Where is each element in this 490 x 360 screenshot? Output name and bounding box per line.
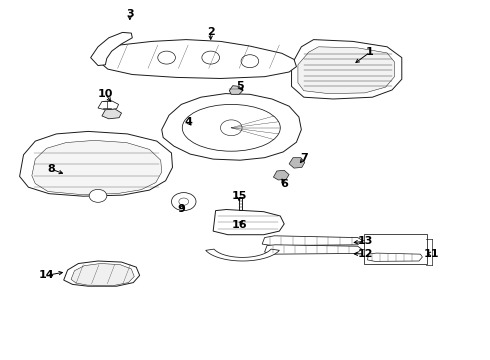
Text: 6: 6 (280, 179, 288, 189)
Polygon shape (298, 47, 394, 94)
Polygon shape (265, 245, 362, 254)
Polygon shape (98, 101, 119, 110)
Polygon shape (229, 86, 243, 94)
Polygon shape (102, 40, 296, 78)
Polygon shape (32, 140, 162, 194)
Text: 12: 12 (357, 249, 373, 259)
Polygon shape (162, 94, 301, 160)
Text: 8: 8 (48, 164, 55, 174)
Text: 7: 7 (300, 153, 308, 163)
Text: 11: 11 (423, 249, 439, 259)
Polygon shape (289, 158, 305, 168)
Text: 16: 16 (231, 220, 247, 230)
Polygon shape (292, 40, 402, 99)
Text: 2: 2 (207, 27, 215, 37)
Text: 1: 1 (366, 47, 374, 57)
Polygon shape (71, 264, 134, 285)
Bar (364, 234, 427, 264)
Polygon shape (20, 131, 172, 196)
Text: 4: 4 (185, 117, 193, 127)
Polygon shape (368, 253, 422, 261)
Text: 3: 3 (126, 9, 134, 19)
Text: 13: 13 (357, 236, 373, 246)
Circle shape (172, 193, 196, 211)
Text: 10: 10 (98, 89, 113, 99)
Polygon shape (64, 261, 140, 286)
Polygon shape (273, 170, 289, 180)
Circle shape (89, 189, 107, 202)
Polygon shape (213, 210, 284, 235)
Polygon shape (262, 236, 363, 246)
Polygon shape (206, 249, 279, 261)
Text: 15: 15 (231, 191, 247, 201)
Text: 5: 5 (236, 81, 244, 91)
Text: 9: 9 (177, 204, 185, 214)
Polygon shape (102, 109, 122, 119)
Text: 14: 14 (39, 270, 54, 280)
Polygon shape (91, 32, 132, 66)
